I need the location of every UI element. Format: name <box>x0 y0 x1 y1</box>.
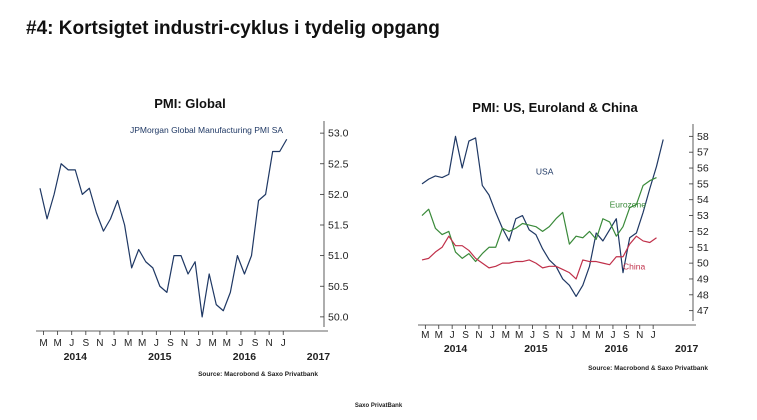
x-tick-label: J <box>651 330 656 341</box>
x-year-label: 2017 <box>675 343 699 355</box>
x-tick-label: J <box>69 338 74 349</box>
x-tick-label: N <box>96 338 103 349</box>
x-tick-label: J <box>238 338 243 349</box>
x-tick-label: J <box>154 338 159 349</box>
series-label-china: China <box>623 261 645 271</box>
y-tick-label: 55 <box>697 178 709 190</box>
x-tick-label: M <box>223 338 231 349</box>
x-tick-label: M <box>53 338 61 349</box>
x-tick-label: N <box>475 330 482 341</box>
x-tick-label: J <box>610 330 615 341</box>
x-tick-label: J <box>490 330 495 341</box>
x-tick-label: N <box>266 338 273 349</box>
y-tick-label: 51 <box>697 242 709 254</box>
series-line-usa <box>421 135 664 297</box>
y-tick-label: 51.5 <box>328 220 349 232</box>
x-tick-label: J <box>570 330 575 341</box>
y-tick-label: 52.5 <box>328 158 349 170</box>
y-tick-label: 52.0 <box>328 189 349 201</box>
y-tick-label: 54 <box>697 194 709 206</box>
x-tick-label: M <box>502 330 510 341</box>
x-tick-label: M <box>595 330 603 341</box>
x-tick-label: N <box>636 330 643 341</box>
slide-title: #4: Kortsigtet industri-cyklus i tydelig… <box>26 18 440 39</box>
x-tick-label: M <box>421 330 429 341</box>
x-tick-label: J <box>281 338 286 349</box>
x-tick-label: M <box>138 338 146 349</box>
y-tick-label: 53 <box>697 210 709 222</box>
x-year-label: 2015 <box>524 343 548 355</box>
y-tick-label: 47 <box>697 305 709 317</box>
y-tick-label: 50.5 <box>328 281 349 293</box>
x-year-label: 2014 <box>444 343 468 355</box>
y-tick-label: 48 <box>697 289 709 301</box>
x-tick-label: S <box>252 338 259 349</box>
y-tick-label: 51.0 <box>328 250 349 262</box>
x-tick-label: M <box>209 338 217 349</box>
x-tick-label: J <box>530 330 535 341</box>
x-tick-label: M <box>515 330 523 341</box>
x-year-label: 2014 <box>64 351 88 363</box>
x-tick-label: M <box>39 338 47 349</box>
y-tick-label: 58 <box>697 131 709 143</box>
series-line-global <box>39 138 288 318</box>
y-tick-label: 50.0 <box>328 311 349 323</box>
y-tick-label: 57 <box>697 147 709 159</box>
chart-title: PMI: US, Euroland & China <box>472 100 638 115</box>
x-tick-label: M <box>582 330 590 341</box>
x-tick-label: N <box>181 338 188 349</box>
x-year-label: 2017 <box>307 351 331 363</box>
y-tick-label: 56 <box>697 163 709 175</box>
x-tick-label: M <box>435 330 443 341</box>
x-year-label: 2016 <box>233 351 257 363</box>
x-tick-label: S <box>462 330 469 341</box>
series-label-eurozone: Eurozone <box>610 200 647 210</box>
x-tick-label: J <box>196 338 201 349</box>
x-tick-label: M <box>124 338 132 349</box>
chart-source: Source: Macrobond & Saxo Privatbank <box>198 371 318 378</box>
y-tick-label: 53.0 <box>328 128 349 140</box>
y-tick-label: 49 <box>697 273 709 285</box>
x-year-label: 2015 <box>148 351 172 363</box>
series-line-eurozone <box>421 176 657 263</box>
series-label-global: JPMorgan Global Manufacturing PMI SA <box>130 125 283 135</box>
y-tick-label: 52 <box>697 226 709 238</box>
x-tick-label: J <box>112 338 117 349</box>
x-tick-label: S <box>623 330 630 341</box>
x-year-label: 2016 <box>605 343 629 355</box>
x-tick-label: N <box>556 330 563 341</box>
y-tick-label: 50 <box>697 258 709 270</box>
footer-brand: Saxo PrivatBank <box>354 403 403 409</box>
x-tick-label: S <box>543 330 550 341</box>
chart-source: Source: Macrobond & Saxo Privatbank <box>588 365 708 372</box>
series-line-china <box>421 235 657 280</box>
x-tick-label: J <box>450 330 455 341</box>
x-tick-label: S <box>82 338 89 349</box>
x-tick-label: S <box>167 338 174 349</box>
chart-title: PMI: Global <box>154 96 226 111</box>
series-label-usa: USA <box>536 166 554 176</box>
